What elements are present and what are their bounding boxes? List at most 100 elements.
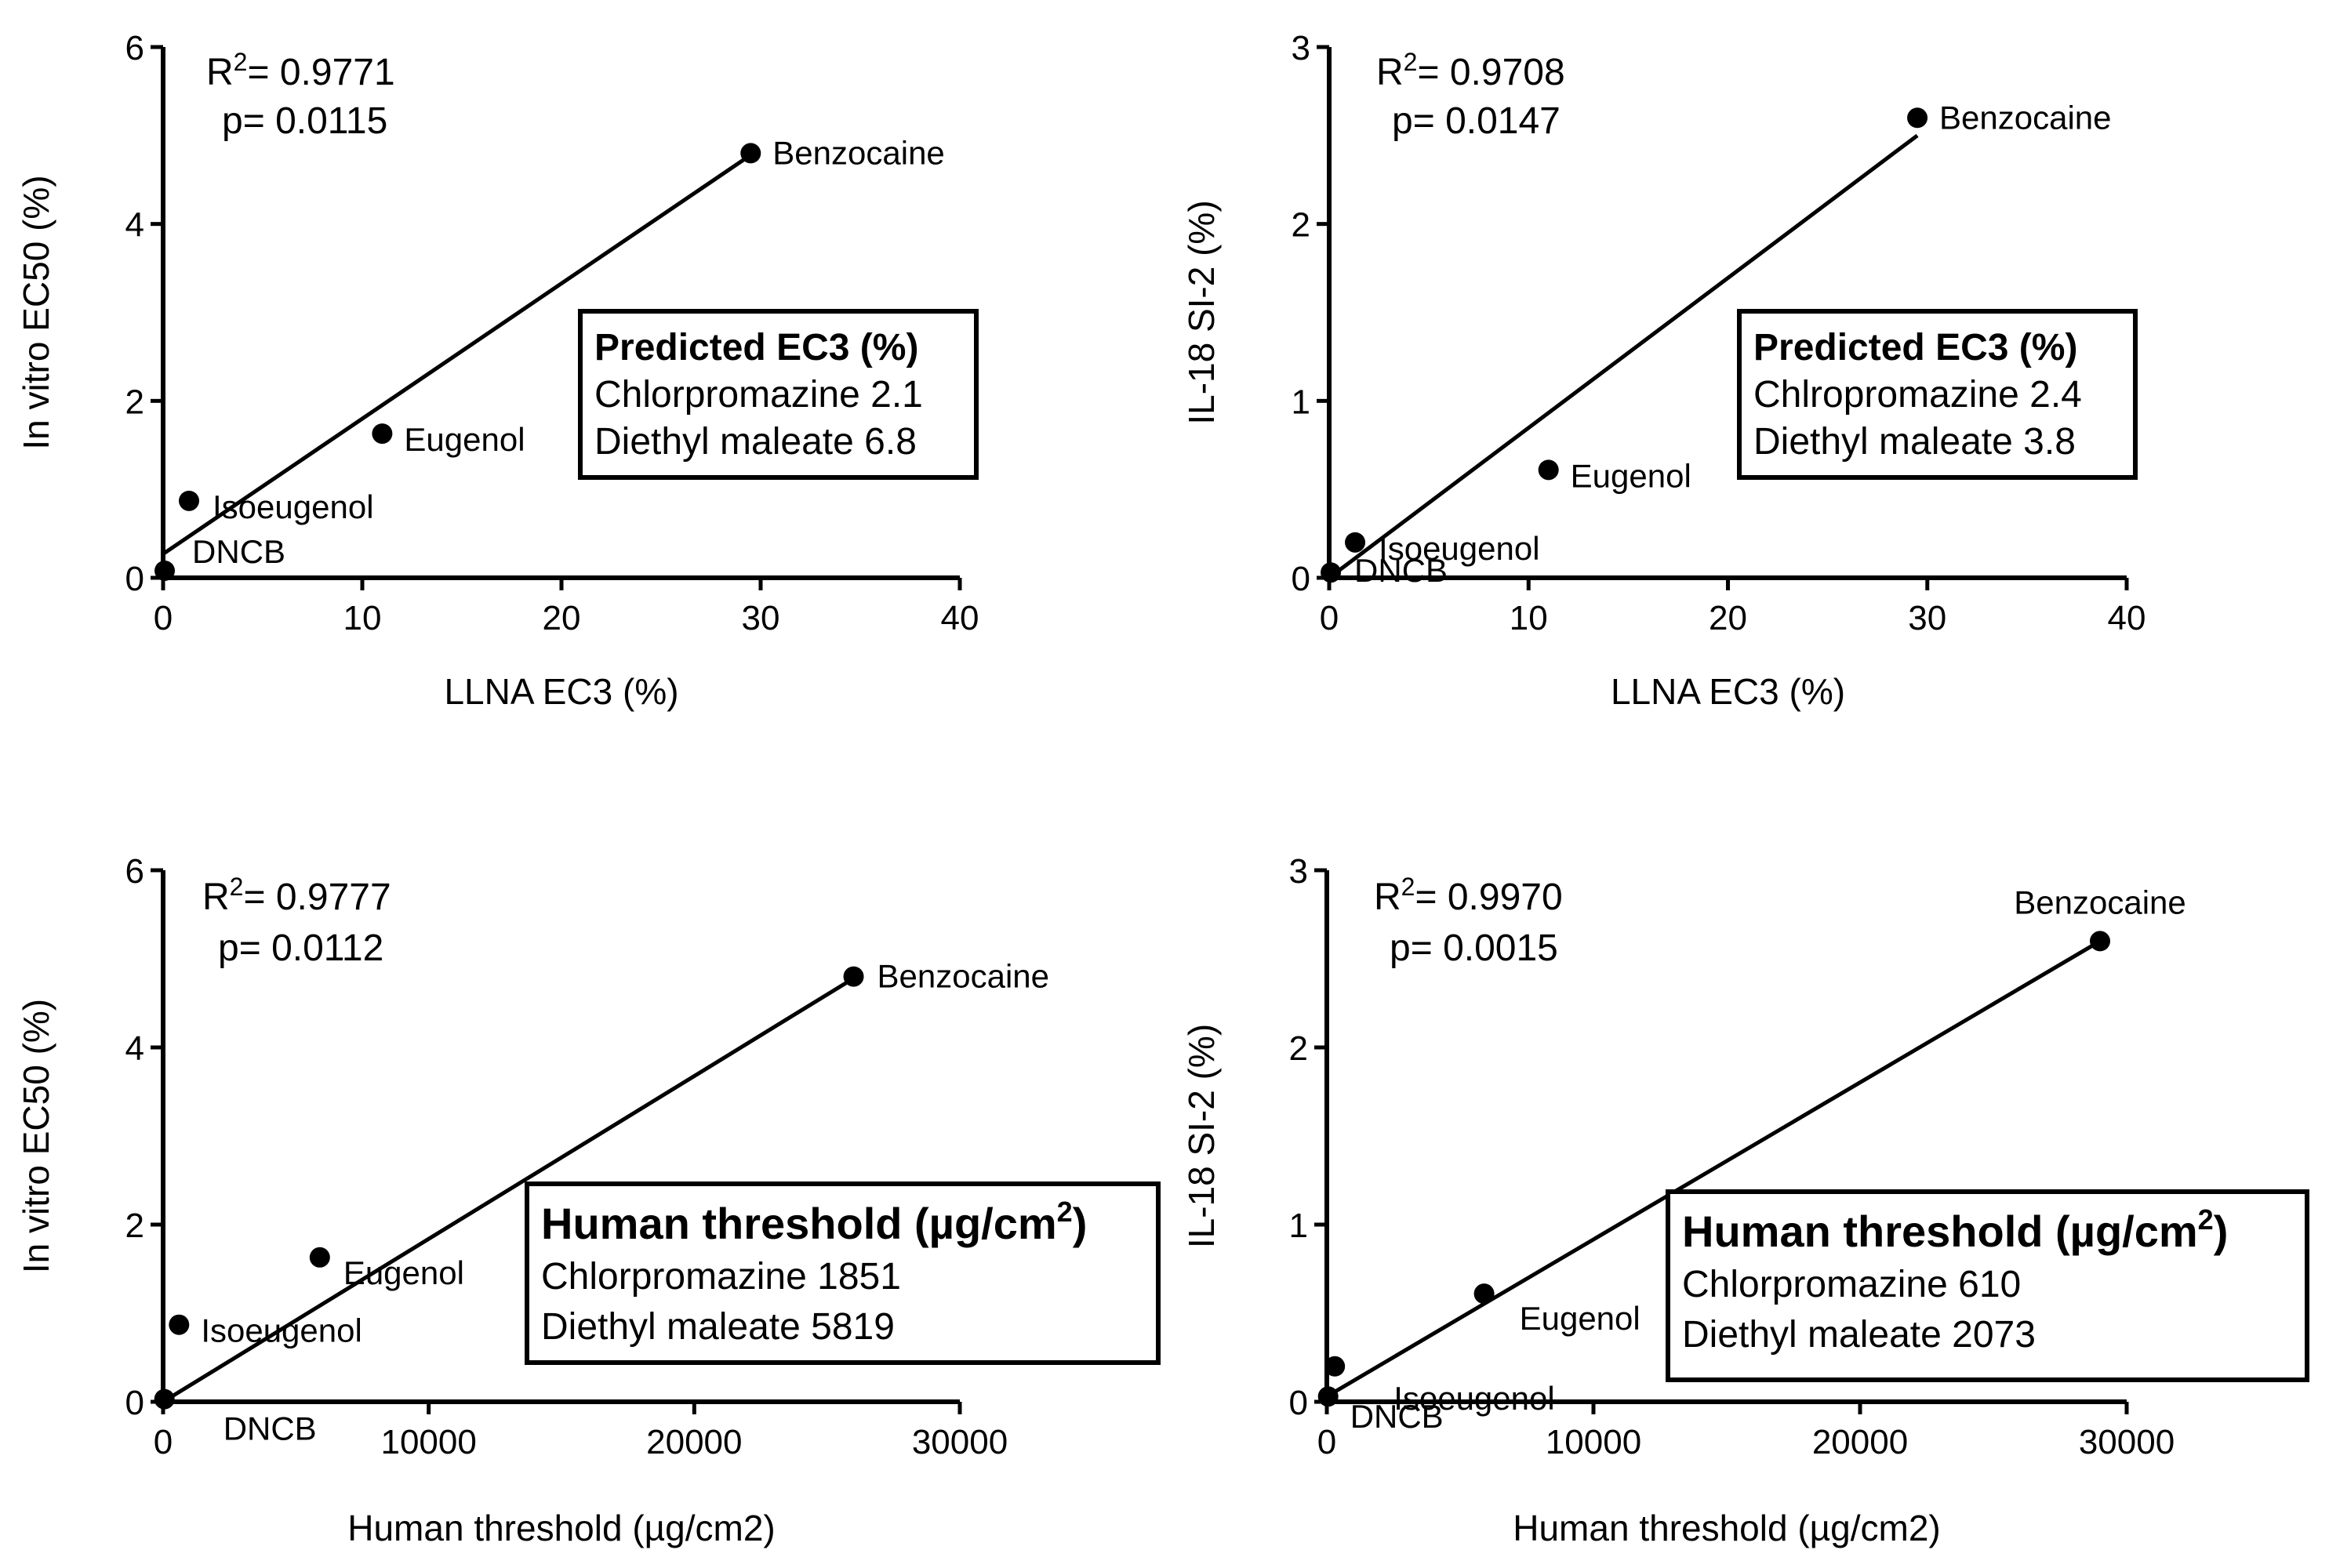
annotation-box-line: Chlorpromazine 1851	[541, 1256, 901, 1298]
annotation-box: Predicted EC3 (%) Chlorpromazine 2.1 Dieth…	[578, 309, 979, 480]
data-point-benzocaine	[740, 143, 761, 164]
x-tick-label: 0	[154, 1423, 173, 1461]
x-axis-title: Human threshold (µg/cm2)	[1513, 1508, 1941, 1548]
y-tick-label: 3	[1289, 852, 1308, 891]
chart-panel-bottom-right: 0 10000 20000 30000 0 1 2 3 Human threshold (µg/…	[1181, 852, 2309, 1548]
data-point-eugenol	[309, 1247, 330, 1268]
data-point-isoeugenol	[179, 490, 200, 511]
x-tick-label: 10000	[1546, 1423, 1641, 1461]
p-value-label: p= 0.0115	[222, 100, 387, 142]
r-squared-label: R2= 0.9771	[206, 48, 395, 93]
data-point-eugenol	[1473, 1283, 1495, 1305]
r-squared-label: R2= 0.9970	[1374, 873, 1563, 918]
x-tick-label: 0	[1320, 599, 1339, 637]
x-tick-label: 10000	[380, 1423, 476, 1461]
p-value-label: p= 0.0015	[1390, 927, 1558, 969]
y-tick-label: 2	[1292, 206, 1310, 245]
regression-line	[162, 976, 855, 1404]
y-tick-label: 2	[125, 1207, 144, 1245]
x-tick-label: 10	[343, 599, 382, 637]
data-point-dncb	[154, 1388, 175, 1410]
y-tick-label: 2	[125, 383, 144, 421]
data-point-eugenol	[1538, 459, 1559, 481]
annotation-box-title: Human threshold (µg/cm2)	[1682, 1203, 2228, 1256]
y-axis-title: IL-18 SI-2 (%)	[1181, 1024, 1222, 1248]
annotation-box-line: Diethyl maleate 6.8	[594, 421, 917, 463]
annotation-box-title: Predicted EC3 (%)	[1753, 327, 2077, 368]
data-point-isoeugenol	[169, 1314, 190, 1335]
chart-panel-bottom-left: 0 10000 20000 30000 0 2 4 6 Human threshold (µg/…	[16, 852, 1161, 1548]
x-axis-title: Human threshold (µg/cm2)	[347, 1508, 776, 1548]
annotation-box-line: Diethyl maleate 3.8	[1753, 421, 2076, 463]
y-tick-label: 4	[125, 1029, 144, 1068]
point-label-benzocaine: Benzocaine	[877, 958, 1050, 995]
x-tick-label: 40	[941, 599, 979, 637]
point-label-isoeugenol: Isoeugenol	[1393, 1380, 1555, 1417]
y-axis-title: In vitro EC50 (%)	[16, 175, 56, 449]
y-axis-title: IL-18 SI-2 (%)	[1181, 200, 1222, 424]
annotation-box-title: Predicted EC3 (%)	[594, 327, 918, 368]
data-point-benzocaine	[843, 966, 864, 987]
chart-panel-top-right: 0 10 20 30 40 0 1 2 3 LLNA EC3 (%) IL-18 SI-2 (%) D…	[1181, 29, 2146, 712]
x-tick-label: 0	[154, 599, 173, 637]
point-label-dncb: DNCB	[223, 1410, 317, 1447]
point-label-eugenol: Eugenol	[1520, 1300, 1640, 1337]
point-label-dncb: DNCB	[1354, 552, 1448, 589]
point-label-benzocaine: Benzocaine	[1939, 99, 2112, 136]
y-tick-label: 1	[1292, 383, 1310, 421]
y-tick-label: 0	[125, 1384, 144, 1422]
annotation-box-border	[578, 309, 979, 480]
x-tick-label: 20000	[646, 1423, 742, 1461]
annotation-box-line: Chlorpromazine 2.1	[594, 374, 923, 416]
annotation-box-line: Diethyl maleate 5819	[541, 1306, 895, 1348]
annotation-box: Human threshold (µg/cm2) Chlorpromazine 1…	[525, 1181, 1161, 1365]
annotation-box: Human threshold (µg/cm2) Chlorpromazine 6…	[1666, 1189, 2309, 1382]
x-tick-label: 0	[1317, 1423, 1336, 1461]
annotation-box-border	[1666, 1189, 2309, 1382]
data-point-benzocaine	[1907, 107, 1928, 129]
regression-line	[1325, 939, 2102, 1399]
data-point-isoeugenol	[1324, 1356, 1346, 1377]
annotation-box-line: Diethyl maleate 2073	[1682, 1314, 2036, 1356]
x-tick-label: 30000	[912, 1423, 1008, 1461]
r-squared-label: R2= 0.9777	[202, 873, 391, 918]
annotation-box-line: Chlorpromazine 610	[1682, 1264, 2021, 1305]
point-label-dncb: DNCB	[1350, 1398, 1444, 1435]
p-value-label: p= 0.0112	[218, 927, 383, 969]
y-tick-label: 2	[1289, 1029, 1308, 1068]
y-tick-label: 0	[1292, 560, 1310, 598]
y-tick-label: 0	[125, 560, 144, 598]
y-tick-label: 0	[1289, 1384, 1308, 1422]
y-axis-title: In vitro EC50 (%)	[16, 999, 56, 1273]
point-label-eugenol: Eugenol	[404, 421, 525, 458]
y-tick-label: 4	[125, 206, 144, 245]
annotation-box-line: Chlropromazine 2.4	[1753, 374, 2082, 416]
x-tick-label: 20	[543, 599, 581, 637]
y-tick-label: 3	[1292, 29, 1310, 67]
point-label-isoeugenol: Isoeugenol	[1379, 530, 1540, 567]
y-tick-label: 6	[125, 852, 144, 891]
point-label-eugenol: Eugenol	[1571, 457, 1691, 494]
p-value-label: p= 0.0147	[1392, 100, 1561, 142]
data-point-eugenol	[372, 423, 393, 445]
point-label-benzocaine: Benzocaine	[772, 134, 945, 171]
point-label-benzocaine: Benzocaine	[2014, 884, 2186, 920]
x-tick-label: 10	[1510, 599, 1548, 637]
annotation-box-title: Human threshold (µg/cm2)	[541, 1196, 1087, 1248]
x-axis-title: LLNA EC3 (%)	[1611, 671, 1845, 712]
point-label-dncb: DNCB	[192, 533, 285, 570]
r-squared-label: R2= 0.9708	[1376, 48, 1565, 93]
x-tick-label: 40	[2108, 599, 2146, 637]
x-tick-label: 30000	[2079, 1423, 2175, 1461]
annotation-box-border	[525, 1181, 1161, 1365]
x-axis-title: LLNA EC3 (%)	[444, 671, 678, 712]
chart-panel-top-left: 0 10 20 30 40 0 2 4 6 LLNA EC3 (%) In vitro EC50 (…	[16, 29, 979, 712]
y-tick-label: 1	[1289, 1207, 1308, 1245]
x-tick-label: 30	[1908, 599, 1946, 637]
data-point-dncb	[1317, 1386, 1339, 1407]
data-point-benzocaine	[2090, 931, 2110, 952]
regression-line	[1328, 133, 1919, 579]
data-point-dncb	[1321, 562, 1342, 583]
annotation-box: Predicted EC3 (%) Chlropromazine 2.4 Dieth…	[1737, 309, 2138, 480]
